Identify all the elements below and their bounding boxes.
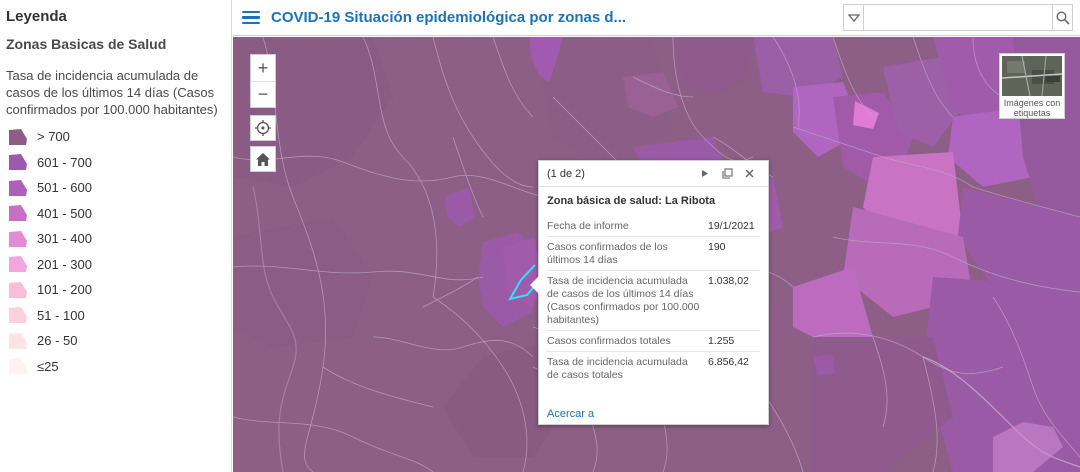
home-button[interactable] (250, 146, 276, 172)
legend-class-label: 601 - 700 (37, 154, 92, 170)
attribute-key: Casos confirmados de los últimos 14 días (547, 241, 668, 266)
legend-class-row: 601 - 700 (6, 150, 225, 176)
legend-swatch (9, 230, 27, 247)
maximize-icon (721, 168, 733, 179)
legend-swatch (9, 358, 27, 375)
satellite-image-icon (1002, 56, 1062, 96)
legend-class-row: 301 - 400 (6, 226, 225, 252)
choropleth-layer (233, 37, 1080, 472)
legend-swatch (9, 205, 27, 222)
legend-swatch (9, 154, 27, 171)
legend-class-row: 501 - 600 (6, 175, 225, 201)
locate-button[interactable] (250, 115, 276, 141)
crosshair-icon (255, 120, 271, 136)
legend-class-row: 101 - 200 (6, 277, 225, 303)
legend-class-list: > 700 601 - 700 501 - 600 401 - 500 301 … (6, 124, 225, 379)
app-header: COVID-19 Situación epidemiológica por zo… (233, 0, 1080, 36)
chevron-down-icon (847, 13, 860, 22)
legend-panel: Leyenda Zonas Basicas de Salud Tasa de i… (0, 0, 232, 472)
popup-feature-count: (1 de 2) (547, 167, 585, 180)
next-feature-button[interactable] (694, 164, 716, 184)
legend-title: Leyenda (6, 8, 67, 25)
popup-title: Zona básica de salud: La Ribota (547, 195, 716, 207)
legend-class-row: 401 - 500 (6, 201, 225, 227)
attribute-row: Casos confirmados de los últimos 14 días… (547, 237, 760, 271)
search-button[interactable] (1052, 5, 1072, 30)
zoom-to-link[interactable]: Acercar a (547, 408, 595, 420)
home-icon (256, 152, 270, 166)
basemap-thumbnail (1002, 56, 1062, 96)
play-icon (702, 170, 708, 177)
hamburger-menu-icon[interactable] (242, 10, 260, 25)
attribute-value: 6.856,42 (708, 356, 749, 368)
basemap-label: Imágenes con etiquetas (1003, 98, 1061, 118)
attribute-row: Tasa de incidencia acumulada de casos de… (547, 271, 760, 331)
close-popup-button[interactable] (738, 164, 760, 184)
search-source-dropdown[interactable] (844, 5, 864, 30)
basemap-toggle-button[interactable]: Imágenes con etiquetas (999, 53, 1065, 119)
legend-swatch (9, 332, 27, 349)
legend-class-label: 201 - 300 (37, 256, 92, 272)
maximize-popup-button[interactable] (716, 164, 738, 184)
attribute-key: Fecha de informe (547, 220, 629, 232)
legend-class-row: 51 - 100 (6, 303, 225, 329)
attribute-value: 190 (708, 241, 726, 253)
close-icon (745, 169, 753, 178)
search-widget (843, 4, 1073, 31)
attribute-row: Tasa de incidencia acumulada de casos to… (547, 352, 760, 385)
legend-swatch (9, 281, 27, 298)
legend-class-label: 501 - 600 (37, 180, 92, 196)
legend-class-label: 101 - 200 (37, 282, 92, 298)
zoom-out-button[interactable]: − (251, 81, 275, 107)
attribute-value: 1.255 (708, 335, 735, 347)
popup-header: (1 de 2) (539, 161, 768, 187)
app-title: COVID-19 Situación epidemiológica por zo… (271, 9, 627, 26)
attribute-key: Tasa de incidencia acumulada de casos to… (547, 356, 688, 381)
map-view[interactable]: + − Imágenes con etiquetas (233, 37, 1080, 472)
attribute-row: Casos confirmados totales 1.255 (547, 331, 760, 352)
legend-class-row: ≤25 (6, 354, 225, 380)
attribute-row: Fecha de informe 19/1/2021 (547, 216, 760, 237)
legend-class-label: 26 - 50 (37, 333, 78, 349)
zoom-control: + − (250, 54, 276, 108)
zoom-in-button[interactable]: + (257, 57, 269, 78)
legend-class-label: 401 - 500 (37, 205, 92, 221)
feature-popup: (1 de 2) Zona básica de salud: La Ribota… (530, 160, 769, 425)
legend-class-label: 301 - 400 (37, 231, 92, 247)
attribute-key: Casos confirmados totales (547, 335, 671, 347)
legend-field-description: Tasa de incidencia acumulada de casos de… (6, 68, 218, 117)
popup-pointer (530, 276, 539, 294)
legend-swatch (9, 128, 27, 145)
attribute-value: 19/1/2021 (708, 220, 755, 232)
legend-swatch (9, 179, 27, 196)
attribute-value: 1.038,02 (708, 275, 749, 287)
attribute-key: Tasa de incidencia acumulada de casos de… (547, 275, 700, 326)
legend-swatch (9, 256, 27, 273)
legend-class-row: > 700 (6, 124, 225, 150)
legend-class-label: 51 - 100 (37, 307, 85, 323)
legend-swatch (9, 307, 27, 324)
legend-class-row: 26 - 50 (6, 328, 225, 354)
search-icon (1055, 10, 1070, 25)
popup-body: Zona básica de salud: La Ribota Fecha de… (539, 187, 768, 385)
legend-layer-name: Zonas Basicas de Salud (6, 36, 167, 52)
legend-class-label: > 700 (37, 129, 70, 145)
search-input[interactable] (864, 5, 1052, 30)
legend-class-label: ≤25 (37, 358, 59, 374)
legend-class-row: 201 - 300 (6, 252, 225, 278)
